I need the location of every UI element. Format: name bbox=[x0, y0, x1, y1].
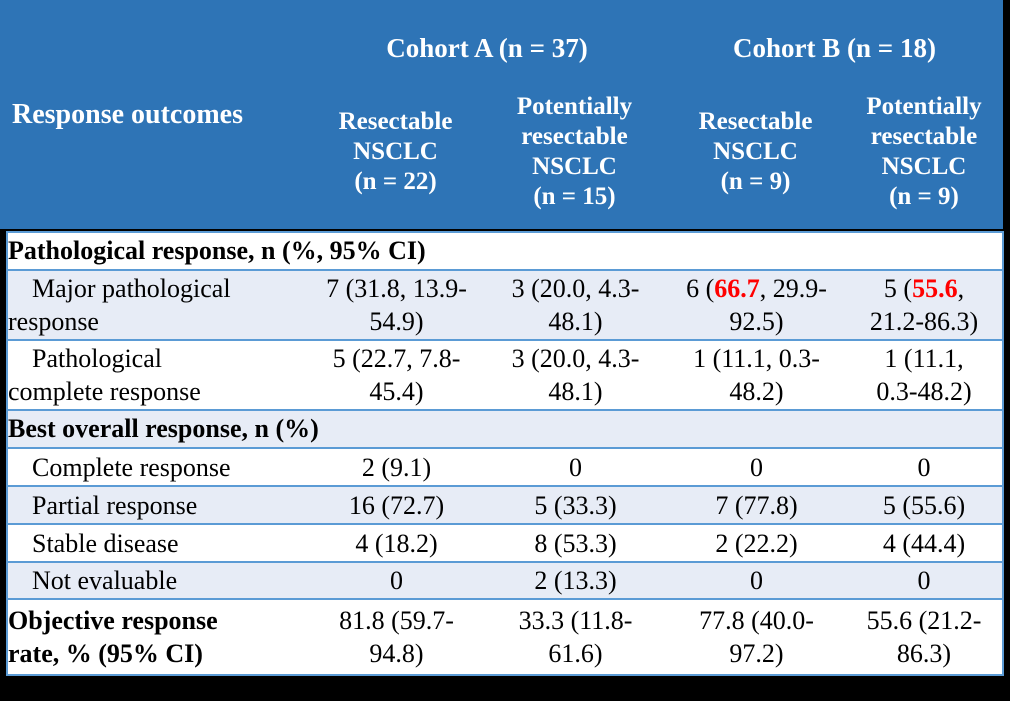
section-header-pathological-response: Pathological response, n (%, 95% CI) bbox=[7, 231, 1004, 271]
cell-cohort-a-resectable: 81.8 (59.7- 94.8) bbox=[309, 598, 484, 676]
value-part: 6 ( bbox=[686, 274, 715, 303]
cell-cohort-b-resectable: 0 bbox=[667, 561, 846, 600]
value-part: , 21.2-86.3) bbox=[869, 274, 979, 336]
column-header-cohort-b-potentially-resectable: Potentially resectable NSCLC (n = 9) bbox=[866, 93, 982, 210]
cell-cohort-a-resectable: 5 (22.7, 7.8- 45.4) bbox=[309, 339, 484, 411]
cell-cohort-b-resectable: 0 bbox=[667, 447, 846, 487]
row-label: Objective response rate, % (95% CI) bbox=[7, 598, 309, 676]
cell-cohort-b-potentially-resectable: 4 (44.4) bbox=[846, 523, 1004, 563]
row-label: Not evaluable bbox=[7, 561, 309, 600]
table-body: Pathological response, n (%, 95% CI) Maj… bbox=[6, 231, 1005, 676]
cell-cohort-a-potentially-resectable: 5 (33.3) bbox=[484, 485, 667, 525]
row-label: Partial response bbox=[7, 485, 309, 525]
cell-cohort-a-resectable: 4 (18.2) bbox=[309, 523, 484, 563]
column-header-cohort-a-potentially-resectable: Potentially resectable NSCLC (n = 15) bbox=[516, 93, 633, 210]
cell-cohort-b-potentially-resectable: 0 bbox=[846, 447, 1004, 487]
section-row-best-overall-response: Best overall response, n (%) bbox=[7, 409, 1004, 449]
table-row-objective-response-rate: Objective response rate, % (95% CI) 81.8… bbox=[7, 598, 1004, 676]
cell-cohort-b-potentially-resectable: 5 (55.6) bbox=[846, 485, 1004, 525]
cell-cohort-b-resectable: 2 (22.2) bbox=[667, 523, 846, 563]
cell-cohort-a-potentially-resectable: 8 (53.3) bbox=[484, 523, 667, 563]
cell-cohort-b-resectable: 7 (77.8) bbox=[667, 485, 846, 525]
section-header-best-overall-response: Best overall response, n (%) bbox=[7, 409, 1004, 449]
value-part: 5 ( bbox=[883, 274, 913, 303]
cell-cohort-a-resectable: 7 (31.8, 13.9- 54.9) bbox=[309, 269, 484, 341]
highlighted-value: 55.6 bbox=[912, 274, 958, 303]
table-row-partial-response: Partial response 16 (72.7) 5 (33.3) 7 (7… bbox=[7, 485, 1004, 525]
cell-cohort-a-resectable: 2 (9.1) bbox=[309, 447, 484, 487]
table-row-stable-disease: Stable disease 4 (18.2) 8 (53.3) 2 (22.2… bbox=[7, 523, 1004, 563]
cell-cohort-a-potentially-resectable: 33.3 (11.8- 61.6) bbox=[484, 598, 667, 676]
section-row-pathological-response: Pathological response, n (%, 95% CI) bbox=[7, 231, 1004, 271]
table-row-not-evaluable: Not evaluable 0 2 (13.3) 0 0 bbox=[7, 561, 1004, 600]
row-label: Pathological complete response bbox=[7, 339, 309, 411]
cell-cohort-a-potentially-resectable: 2 (13.3) bbox=[484, 561, 667, 600]
row-label: Major pathological response bbox=[7, 269, 309, 341]
cell-cohort-b-potentially-resectable: 5 (55.6, 21.2-86.3) bbox=[846, 269, 1004, 341]
column-header-cohort-a-resectable: Resectable NSCLC (n = 22) bbox=[338, 108, 453, 195]
cell-cohort-a-resectable: 0 bbox=[309, 561, 484, 600]
table-row-complete-response: Complete response 2 (9.1) 0 0 0 bbox=[7, 447, 1004, 487]
value-part: , 29.9- 92.5) bbox=[729, 274, 827, 336]
cell-cohort-b-resectable: 1 (11.1, 0.3- 48.2) bbox=[667, 339, 846, 411]
table-header: Response outcomes Cohort A (n = 37) Coho… bbox=[0, 0, 1003, 229]
cell-cohort-a-potentially-resectable: 3 (20.0, 4.3- 48.1) bbox=[484, 269, 667, 341]
cell-cohort-b-resectable: 6 (66.7, 29.9- 92.5) bbox=[667, 269, 846, 341]
column-header-cohort-b-resectable: Resectable NSCLC (n = 9) bbox=[698, 108, 813, 195]
highlighted-value: 66.7 bbox=[714, 274, 760, 303]
column-header-response-outcomes: Response outcomes bbox=[12, 98, 243, 130]
cell-cohort-b-potentially-resectable: 0 bbox=[846, 561, 1004, 600]
cell-cohort-b-potentially-resectable: 1 (11.1, 0.3-48.2) bbox=[846, 339, 1004, 411]
cell-cohort-b-resectable: 77.8 (40.0- 97.2) bbox=[667, 598, 846, 676]
column-header-cohort-a: Cohort A (n = 37) bbox=[386, 33, 588, 63]
column-header-cohort-b: Cohort B (n = 18) bbox=[733, 33, 936, 63]
cell-cohort-a-potentially-resectable: 0 bbox=[484, 447, 667, 487]
cell-cohort-a-resectable: 16 (72.7) bbox=[309, 485, 484, 525]
table-row-pathological-complete-response: Pathological complete response 5 (22.7, … bbox=[7, 339, 1004, 411]
cell-cohort-b-potentially-resectable: 55.6 (21.2- 86.3) bbox=[846, 598, 1004, 676]
cell-cohort-a-potentially-resectable: 3 (20.0, 4.3- 48.1) bbox=[484, 339, 667, 411]
row-label: Complete response bbox=[7, 447, 309, 487]
response-outcomes-table: Pathological response, n (%, 95% CI) Maj… bbox=[6, 231, 1005, 676]
row-label: Stable disease bbox=[7, 523, 309, 563]
table-row-major-pathological-response: Major pathological response 7 (31.8, 13.… bbox=[7, 269, 1004, 341]
